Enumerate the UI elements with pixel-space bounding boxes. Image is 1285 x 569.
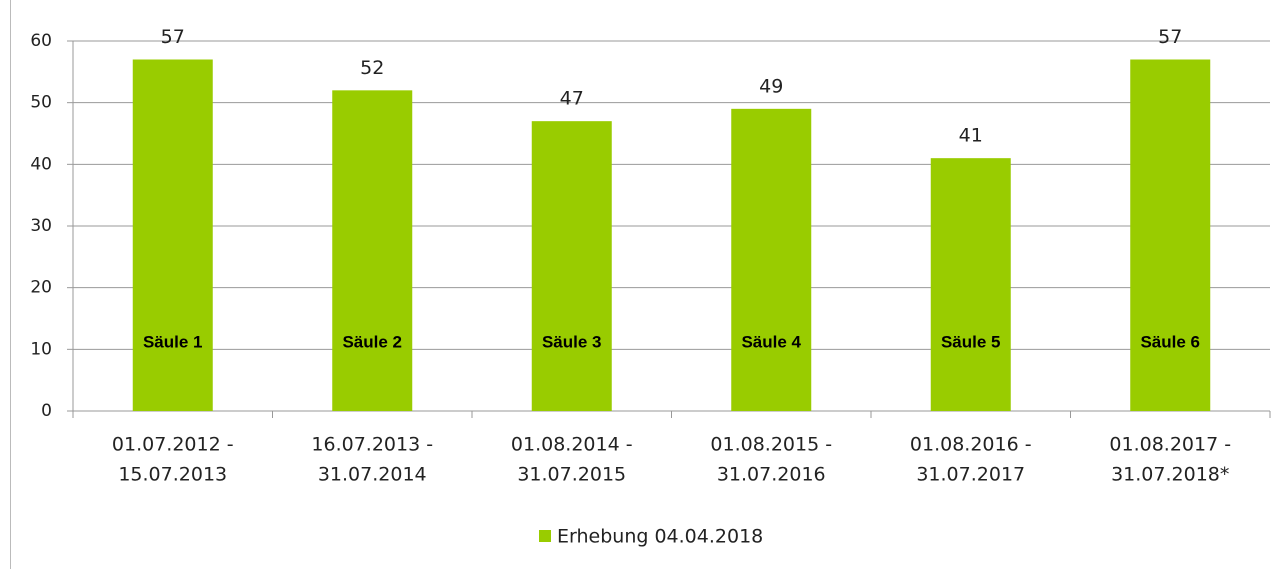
x-tick-label: 01.08.2016 - xyxy=(910,434,1032,456)
x-tick-label: 01.08.2017 - xyxy=(1109,434,1231,456)
x-tick-label: 01.08.2014 - xyxy=(511,434,633,456)
legend-label: Erhebung 04.04.2018 xyxy=(557,526,763,548)
y-tick-label: 0 xyxy=(41,401,52,421)
bar-annotation: Säule 2 xyxy=(342,332,402,351)
bar-annotation: Säule 5 xyxy=(941,332,1001,351)
bar-annotation: Säule 3 xyxy=(542,332,602,351)
value-label: 49 xyxy=(759,75,783,97)
x-tick-label: 15.07.2013 xyxy=(118,464,227,486)
y-tick-label: 30 xyxy=(30,216,52,236)
y-tick-label: 60 xyxy=(30,31,52,51)
bar xyxy=(531,121,612,412)
bar xyxy=(332,90,413,411)
value-label: 41 xyxy=(959,125,983,147)
x-tick-label: 01.07.2012 - xyxy=(112,434,234,456)
bar xyxy=(930,158,1011,411)
value-label: 47 xyxy=(560,88,584,110)
y-tick-label: 50 xyxy=(30,93,52,113)
bar-annotation: Säule 4 xyxy=(741,332,801,351)
value-label: 57 xyxy=(161,26,185,48)
x-tick-label: 31.07.2016 xyxy=(717,464,826,486)
y-tick-label: 20 xyxy=(30,278,52,298)
x-tick-label: 31.07.2015 xyxy=(517,464,626,486)
x-tick-label: 31.07.2018* xyxy=(1111,464,1229,486)
value-label: 57 xyxy=(1158,26,1182,48)
chart-border xyxy=(10,0,11,569)
y-tick-label: 40 xyxy=(30,154,52,174)
bar xyxy=(132,59,213,411)
value-label: 52 xyxy=(360,57,384,79)
bar xyxy=(731,108,812,411)
x-tick-label: 01.08.2015 - xyxy=(710,434,832,456)
bar-annotation: Säule 1 xyxy=(143,332,203,351)
y-tick-label: 10 xyxy=(30,339,52,359)
bar xyxy=(1130,59,1211,411)
x-tick-label: 31.07.2014 xyxy=(318,464,427,486)
legend-swatch xyxy=(539,530,551,542)
x-tick-label: 16.07.2013 - xyxy=(311,434,433,456)
bar-annotation: Säule 6 xyxy=(1140,332,1200,351)
x-tick-label: 31.07.2017 xyxy=(916,464,1025,486)
